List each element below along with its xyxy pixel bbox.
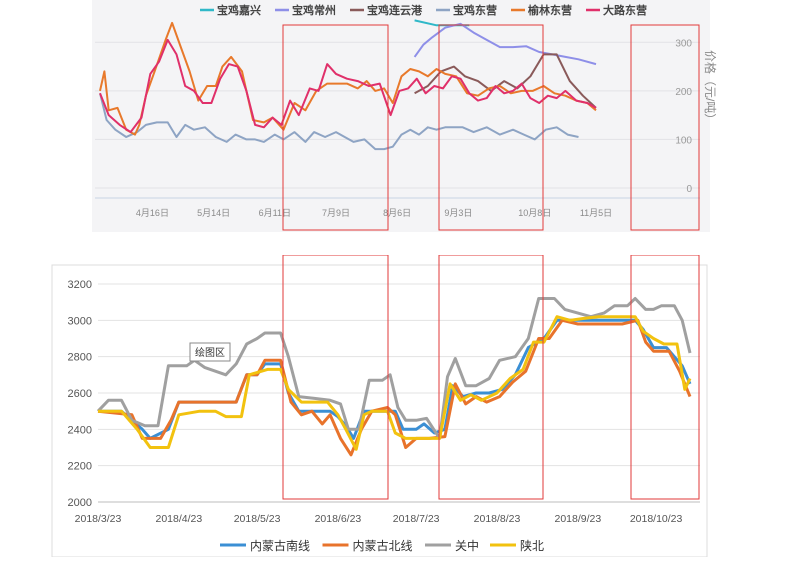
top-highlight-box — [438, 24, 544, 231]
top-legend-label: 宝鸡连云港 — [367, 3, 423, 17]
top-y-axis-label: 价格（元/吨） — [703, 50, 718, 125]
bottom-legend-label: 关中 — [455, 538, 479, 553]
top-legend-label: 宝鸡嘉兴 — [217, 3, 261, 17]
top-x-tick-label: 7月9日 — [322, 208, 350, 218]
top-legend-label: 宝鸡常州 — [292, 3, 336, 17]
bottom-chart: 2000 2200 2400 2600 2800 3000 3200 2018/3/23 201… — [0, 254, 800, 558]
top-chart-svg: 0 100 200 300 价格（元/吨） 4月16日 5月14日 6月11日 7月9日 8月6日… — [92, 0, 718, 232]
top-legend-label: 宝鸡东营 — [453, 3, 497, 17]
bottom-x-tick-label: 2018/8/23 — [474, 513, 521, 525]
top-x-tick-label: 9月3日 — [444, 208, 472, 218]
top-y-tick-label: 200 — [675, 87, 692, 98]
top-series-line-59278def4e1c8425 — [99, 38, 597, 134]
top-series-line-5b9d9e218fde4e916e2f — [414, 53, 597, 109]
top-x-tick-label: 4月16日 — [136, 208, 169, 218]
top-chart: 0 100 200 300 价格（元/吨） 4月16日 5月14日 6月11日 7月9日 8月6日… — [0, 0, 800, 240]
bottom-highlight-box — [630, 254, 700, 500]
bottom-legend-label: 内蒙古南线 — [250, 538, 310, 553]
top-y-tick-label: 100 — [675, 135, 692, 146]
plot-area-tooltip-label: 绘图区 — [195, 346, 225, 359]
top-plot-background — [92, 0, 710, 232]
bottom-y-tick-label: 2400 — [68, 424, 92, 436]
bottom-x-tick-label: 2018/9/23 — [554, 513, 601, 525]
bottom-x-tick-label: 2018/4/23 — [155, 513, 202, 525]
plot-area-tooltip-box — [189, 342, 231, 362]
bottom-x-tick-label: 2018/5/23 — [234, 513, 281, 525]
bottom-x-tick-label: 2018/3/23 — [75, 513, 122, 525]
bottom-chart-svg: 2000 2200 2400 2600 2800 3000 3200 2018/3/23 201… — [51, 254, 708, 558]
top-x-tick-label: 11月5日 — [580, 208, 612, 218]
top-series-line-5b9d9e214e1c8425 — [99, 93, 579, 151]
bottom-y-tick-label: 3000 — [68, 315, 92, 327]
bottom-y-tick-label: 2800 — [68, 352, 92, 364]
top-x-tick-label: 5月14日 — [197, 208, 230, 218]
bottom-x-tick-label: 2018/6/23 — [315, 513, 362, 525]
bottom-y-tick-label: 2600 — [68, 388, 92, 400]
bottom-series-line-51734e2d — [96, 297, 692, 440]
top-legend-label: 大路东营 — [603, 3, 647, 17]
top-highlight-box — [282, 24, 389, 231]
top-y-tick-label: 0 — [686, 184, 692, 195]
bottom-x-tick-label: 2018/10/23 — [630, 513, 683, 525]
bottom-legend-label: 内蒙古北线 — [353, 538, 413, 553]
top-legend-label: 榆林东营 — [528, 3, 572, 17]
bottom-highlight-box — [282, 254, 389, 500]
bottom-x-tick-label: 2018/7/23 — [393, 513, 440, 525]
bottom-series-line-96555317 — [98, 315, 692, 451]
top-y-tick-label: 300 — [675, 38, 692, 49]
bottom-series-line-5185849953e453177ebf — [97, 318, 692, 457]
top-series-line-5b9d9e215e385dde — [413, 22, 597, 66]
bottom-legend-label: 陕北 — [520, 538, 544, 553]
bottom-highlight-box — [438, 254, 544, 500]
top-x-tick-label: 8月6日 — [383, 208, 411, 218]
bottom-y-tick-label: 2200 — [68, 461, 92, 473]
top-x-tick-label: 6月11日 — [259, 208, 291, 218]
bottom-y-tick-label: 3200 — [68, 279, 92, 291]
top-highlight-box — [630, 24, 700, 231]
top-series-line-698667974e1c8425 — [99, 21, 597, 136]
top-x-tick-label: 10月8日 — [518, 208, 551, 218]
bottom-y-tick-label: 2000 — [68, 497, 92, 509]
